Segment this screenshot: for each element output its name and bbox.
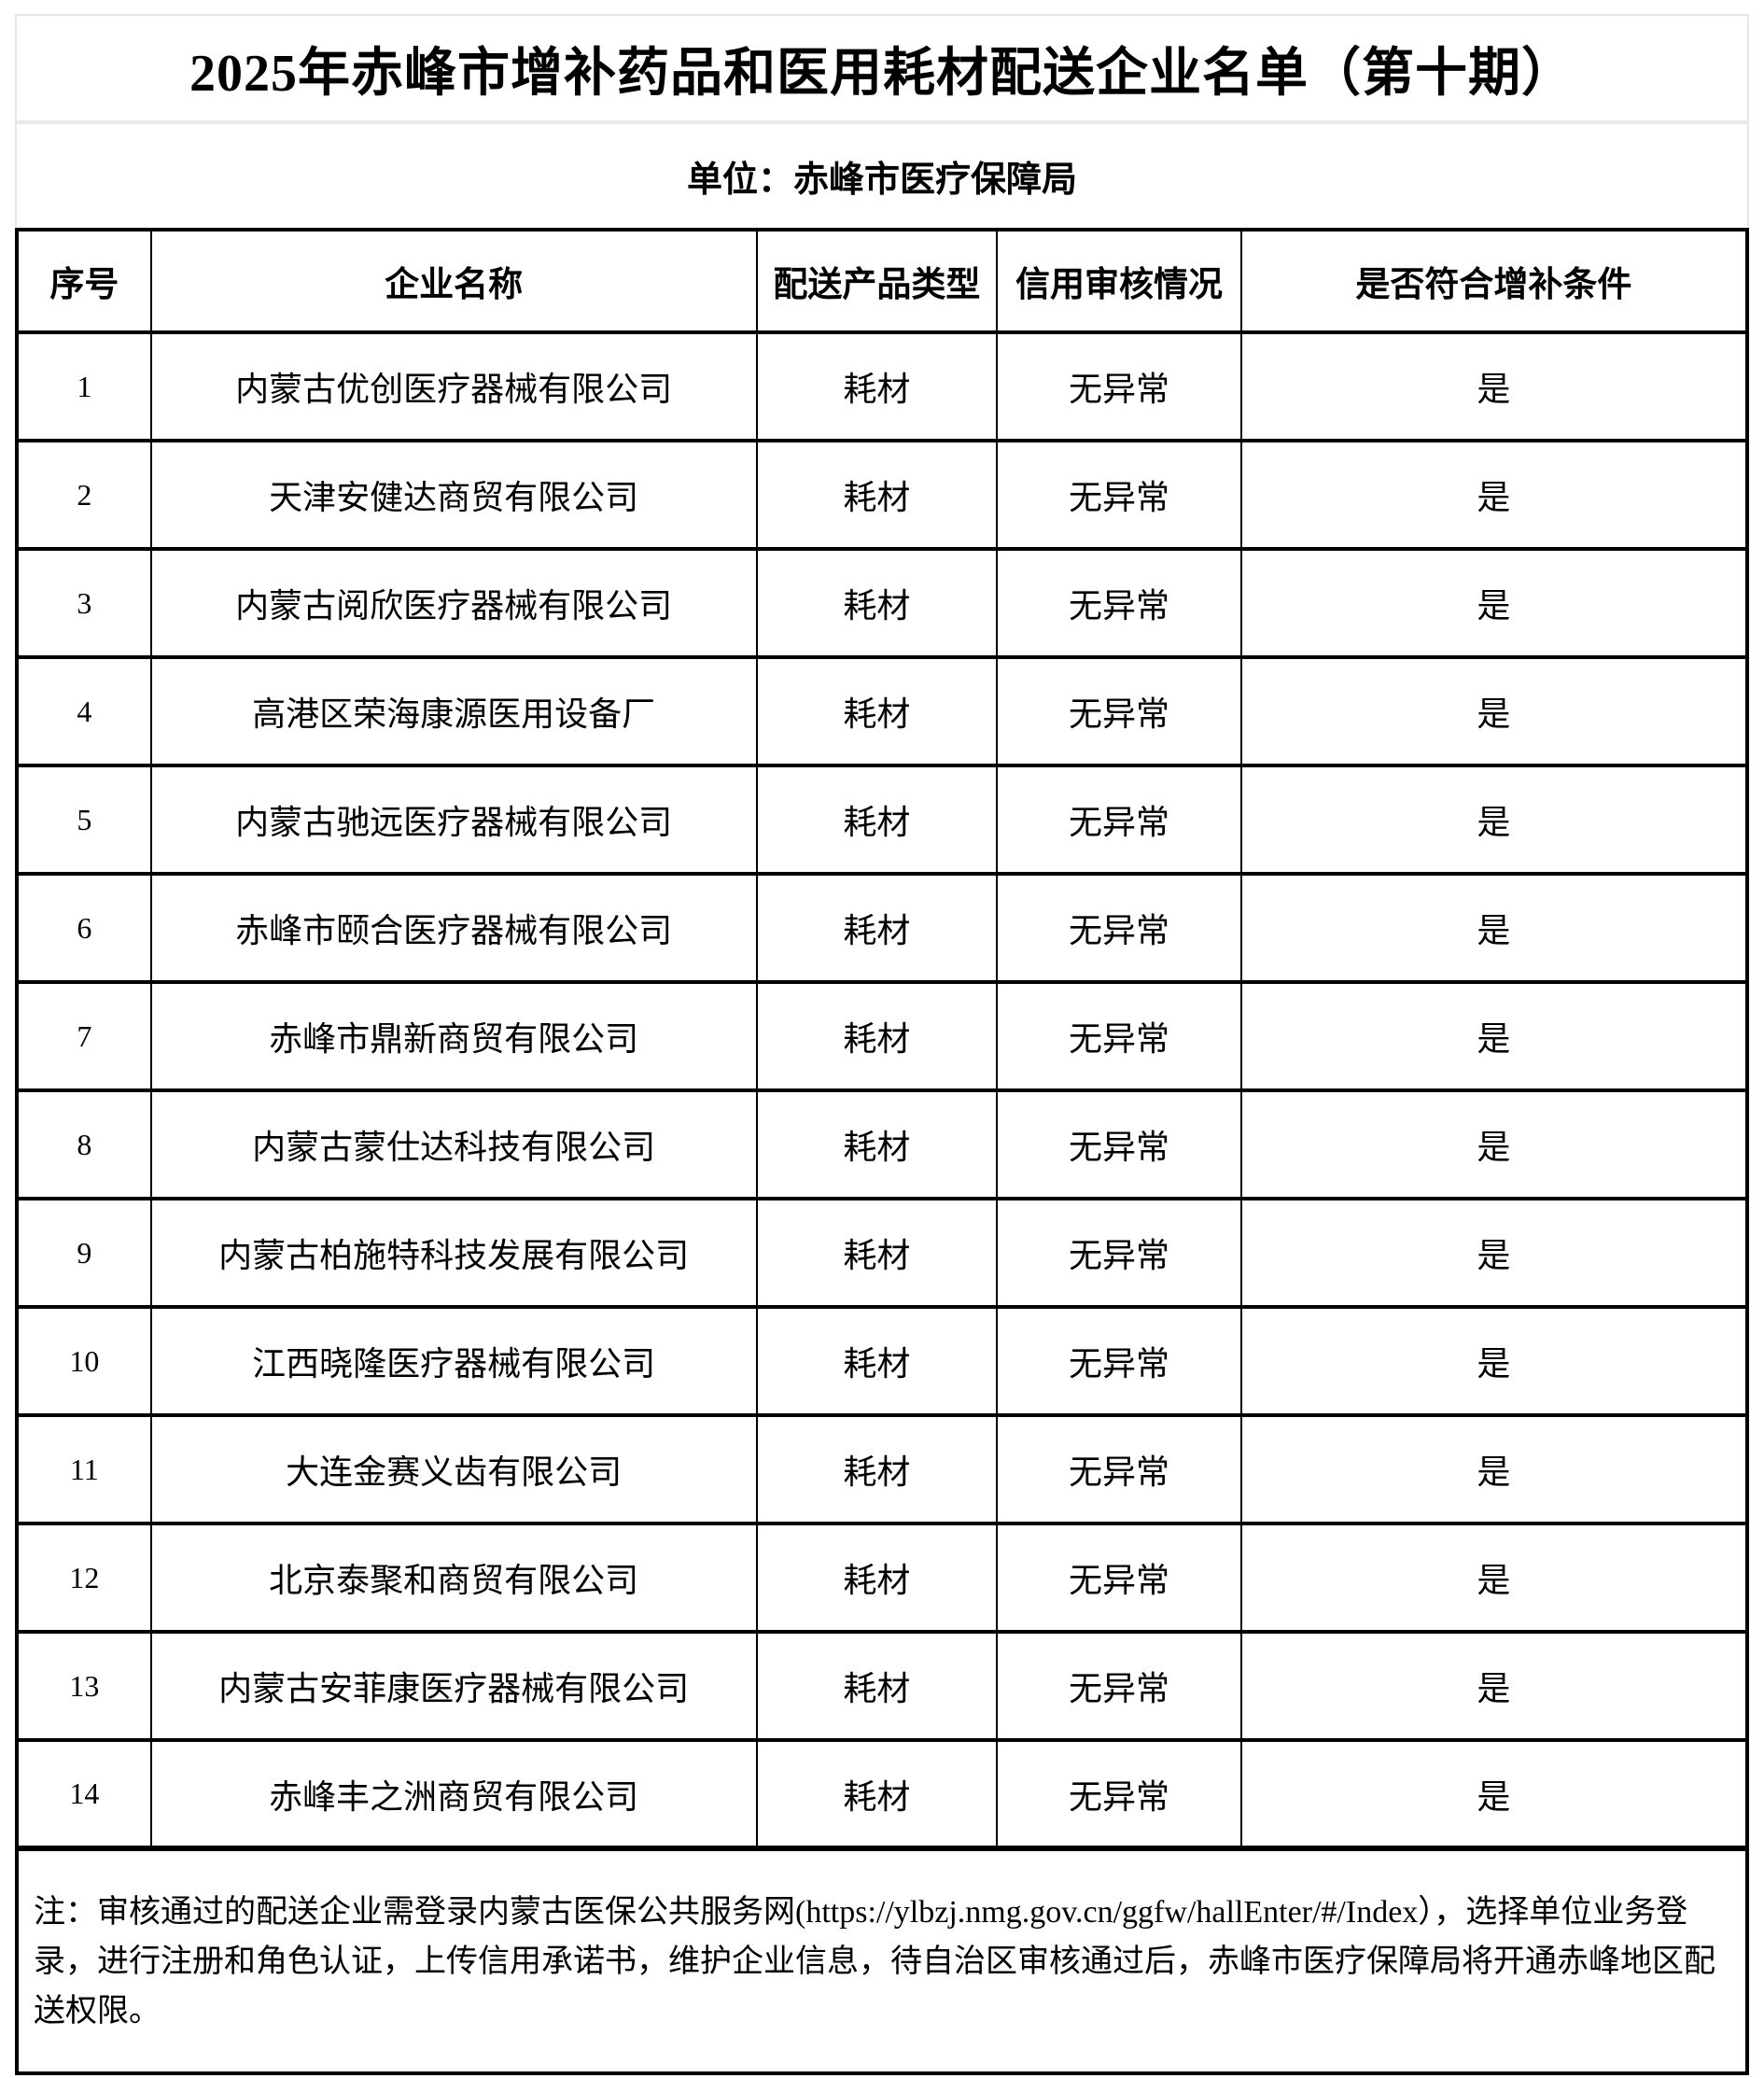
credit-status-cell: 无异常 [996,1197,1242,1309]
company-name-cell: 赤峰丰之洲商贸有限公司 [149,1738,758,1850]
row-number-cell: 14 [16,1738,152,1850]
product-type-cell: 耗材 [755,439,999,551]
product-type-cell: 耗材 [755,1738,999,1850]
qualified-cell: 是 [1239,655,1749,767]
product-type-cell: 耗材 [755,1630,999,1742]
unit-label: 单位：赤峰市医疗保障局 [686,161,1077,200]
table-header-row: 序号 企业名称 配送产品类型 信用审核情况 是否符合增补条件 [16,228,1749,334]
row-number-cell: 5 [16,764,152,876]
company-name-cell: 北京泰聚和商贸有限公司 [149,1522,758,1634]
table-row: 8 内蒙古蒙仕达科技有限公司 耗材 无异常是 [16,1088,1749,1200]
qualified-cell: 是 [1239,439,1749,551]
company-name-cell: 大连金赛义齿有限公司 [149,1413,758,1525]
product-type-cell: 耗材 [755,330,999,442]
column-header-0: 序号 [16,228,152,334]
product-type-cell: 耗材 [755,1197,999,1309]
product-type-cell: 耗材 [755,655,999,767]
credit-status-cell: 无异常 [996,330,1242,442]
enterprise-table: 序号 企业名称 配送产品类型 信用审核情况 是否符合增补条件 1 内蒙古优创医疗器械有限公… [15,228,1749,2075]
qualified-cell: 是 [1239,1197,1749,1309]
column-header-1: 企业名称 [149,228,758,334]
company-name-cell: 内蒙古驰远医疗器械有限公司 [149,764,758,876]
row-number-cell: 10 [16,1305,152,1417]
credit-status-cell: 无异常 [996,1522,1242,1634]
credit-status-cell: 无异常 [996,1738,1242,1850]
credit-status-cell: 无异常 [996,1413,1242,1525]
product-type-cell: 耗材 [755,547,999,659]
product-type-cell: 耗材 [755,1088,999,1200]
table-row: 2 天津安健达商贸有限公司 耗材 无异常是 [16,439,1749,551]
row-number-cell: 4 [16,655,152,767]
table-row: 9 内蒙古柏施特科技发展有限公司 耗材 无异常是 [16,1197,1749,1309]
product-type-cell: 耗材 [755,980,999,1092]
title-section: 2025年赤峰市增补药品和医用耗材配送企业名单（第十期） 单位：赤峰市医疗保障局 [15,14,1749,228]
credit-status-cell: 无异常 [996,1630,1242,1742]
qualified-cell: 是 [1239,1630,1749,1742]
table-row: 7 赤峰市鼎新商贸有限公司 耗材 无异常是 [16,980,1749,1092]
column-header-3: 信用审核情况 [996,228,1242,334]
table-row: 1 内蒙古优创医疗器械有限公司 耗材 无异常是 [16,330,1749,442]
company-name-cell: 内蒙古安菲康医疗器械有限公司 [149,1630,758,1742]
credit-status-cell: 无异常 [996,1088,1242,1200]
table-row: 3 内蒙古阅欣医疗器械有限公司 耗材 无异常是 [16,547,1749,659]
qualified-cell: 是 [1239,872,1749,984]
product-type-cell: 耗材 [755,872,999,984]
credit-status-cell: 无异常 [996,872,1242,984]
row-number-cell: 3 [16,547,152,659]
company-name-cell: 赤峰市鼎新商贸有限公司 [149,980,758,1092]
company-name-cell: 天津安健达商贸有限公司 [149,439,758,551]
credit-status-cell: 无异常 [996,655,1242,767]
row-number-cell: 8 [16,1088,152,1200]
qualified-cell: 是 [1239,1738,1749,1850]
table-row: 14 赤峰丰之洲商贸有限公司 耗材 无异常是 [16,1738,1749,1850]
qualified-cell: 是 [1239,1088,1749,1200]
company-name-cell: 内蒙古优创医疗器械有限公司 [149,330,758,442]
column-header-4: 是否符合增补条件 [1239,228,1749,334]
qualified-cell: 是 [1239,1413,1749,1525]
qualified-cell: 是 [1239,1522,1749,1634]
row-number-cell: 9 [16,1197,152,1309]
company-name-cell: 江西晓隆医疗器械有限公司 [149,1305,758,1417]
document-sheet: 2025年赤峰市增补药品和医用耗材配送企业名单（第十期） 单位：赤峰市医疗保障局… [15,14,1749,2075]
qualified-cell: 是 [1239,980,1749,1092]
row-number-cell: 2 [16,439,152,551]
qualified-cell: 是 [1239,547,1749,659]
column-header-2: 配送产品类型 [755,228,999,334]
row-number-cell: 6 [16,872,152,984]
company-name-cell: 内蒙古阅欣医疗器械有限公司 [149,547,758,659]
row-number-cell: 1 [16,330,152,442]
product-type-cell: 耗材 [755,764,999,876]
note-row: 注：审核通过的配送企业需登录内蒙古医保公共服务网(https://ylbzj.n… [16,1846,1748,2075]
qualified-cell: 是 [1239,1305,1749,1417]
table-row: 11 大连金赛义齿有限公司 耗材 无异常是 [16,1413,1749,1525]
company-name-cell: 内蒙古柏施特科技发展有限公司 [149,1197,758,1309]
credit-status-cell: 无异常 [996,764,1242,876]
company-name-cell: 内蒙古蒙仕达科技有限公司 [149,1088,758,1200]
row-number-cell: 7 [16,980,152,1092]
credit-status-cell: 无异常 [996,980,1242,1092]
credit-status-cell: 无异常 [996,1305,1242,1417]
product-type-cell: 耗材 [755,1305,999,1417]
product-type-cell: 耗材 [755,1522,999,1634]
credit-status-cell: 无异常 [996,547,1242,659]
qualified-cell: 是 [1239,330,1749,442]
table-row: 13 内蒙古安菲康医疗器械有限公司 耗材 无异常是 [16,1630,1749,1742]
row-number-cell: 13 [16,1630,152,1742]
credit-status-cell: 无异常 [996,439,1242,551]
row-number-cell: 12 [16,1522,152,1634]
note-text: 注：审核通过的配送企业需登录内蒙古医保公共服务网(https://ylbzj.n… [16,1846,1748,2075]
table-row: 4 高港区荣海康源医用设备厂 耗材 无异常是 [16,655,1749,767]
table-row: 5 内蒙古驰远医疗器械有限公司 耗材 无异常是 [16,764,1749,876]
qualified-cell: 是 [1239,764,1749,876]
company-name-cell: 高港区荣海康源医用设备厂 [149,655,758,767]
company-name-cell: 赤峰市颐合医疗器械有限公司 [149,872,758,984]
page-title: 2025年赤峰市增补药品和医用耗材配送企业名单（第十期） [17,16,1747,124]
product-type-cell: 耗材 [755,1413,999,1525]
table-row: 10 江西晓隆医疗器械有限公司 耗材 无异常是 [16,1305,1749,1417]
table-row: 6 赤峰市颐合医疗器械有限公司 耗材 无异常是 [16,872,1749,984]
row-number-cell: 11 [16,1413,152,1525]
table-row: 12 北京泰聚和商贸有限公司 耗材 无异常是 [16,1522,1749,1634]
